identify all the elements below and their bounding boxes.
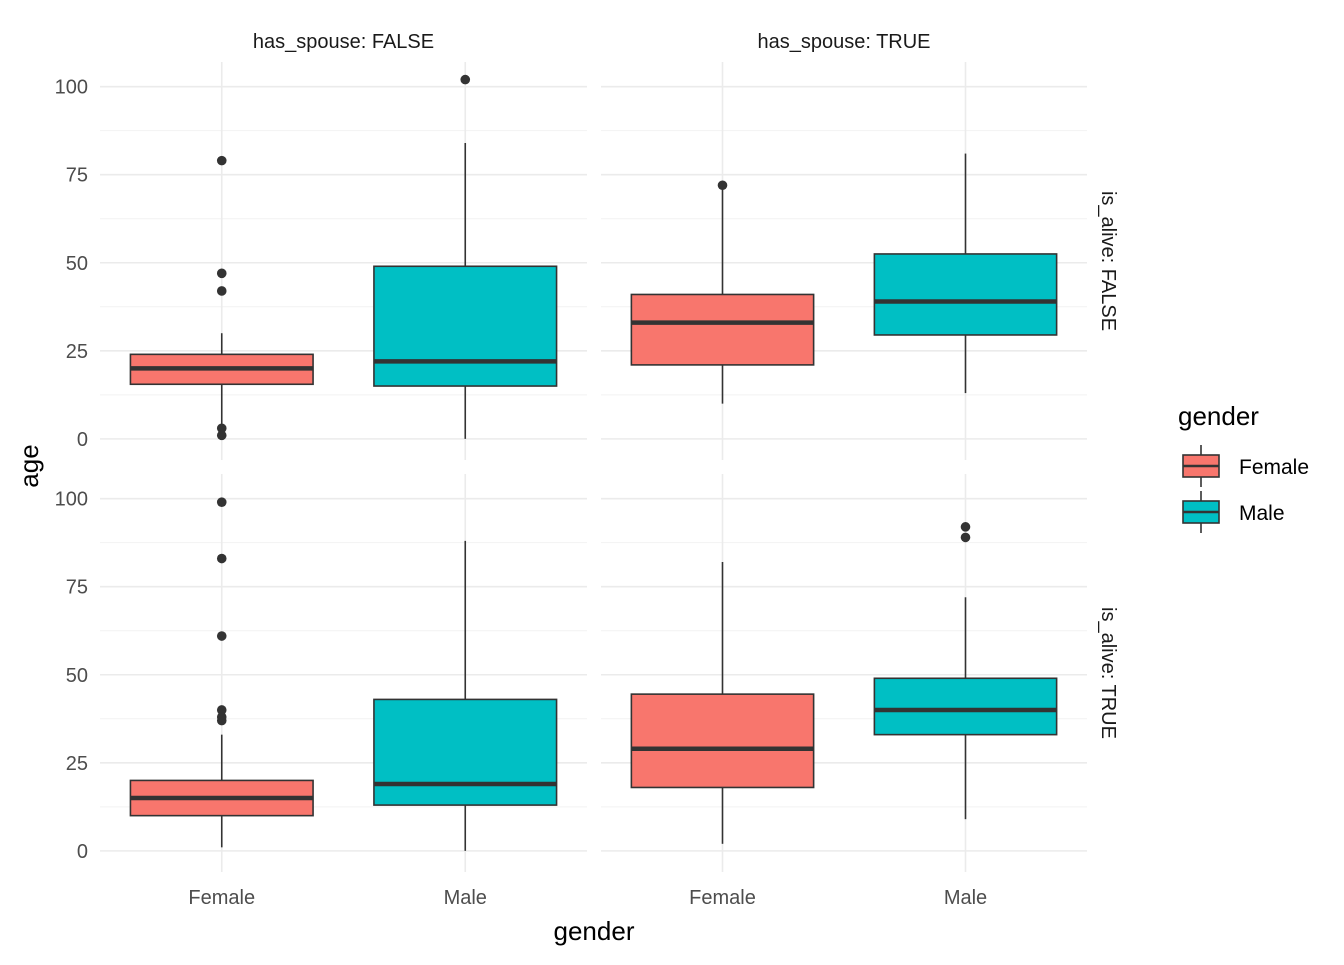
box-iqr xyxy=(630,293,815,366)
x-tick-label: Female xyxy=(188,887,255,909)
facet-column-label: has_spouse: TRUE xyxy=(757,31,930,53)
outlier-point xyxy=(960,522,971,532)
outlier-point xyxy=(216,631,227,641)
grid-layer xyxy=(100,62,1087,872)
box-iqr xyxy=(373,265,558,387)
outlier-point xyxy=(960,532,971,543)
outlier-point xyxy=(216,712,227,722)
outlier-point xyxy=(216,705,227,715)
legend-label: Female xyxy=(1239,456,1309,479)
boxplot-female xyxy=(630,562,815,844)
boxplot-male xyxy=(373,74,558,439)
boxplot-female xyxy=(630,180,815,404)
y-tick-label: 25 xyxy=(66,341,88,363)
x-tick-label: Female xyxy=(689,887,756,909)
x-tick-label: Male xyxy=(944,887,987,909)
y-tick-label: 0 xyxy=(77,429,88,451)
text-layer: gender age gender 0 25 50 75 100 0 25 50 75 100 Fe… xyxy=(14,31,1259,946)
boxplot-male xyxy=(373,540,558,851)
boxplot-female xyxy=(129,155,314,441)
box-iqr xyxy=(630,693,815,789)
x-tick-label: Male xyxy=(444,887,487,909)
outlier-point xyxy=(460,74,471,85)
x-axis-title: gender xyxy=(554,916,635,946)
boxplot-male xyxy=(873,153,1058,394)
y-tick-label: 75 xyxy=(66,165,88,187)
outlier-point xyxy=(216,430,227,441)
outlier-point xyxy=(717,180,728,191)
facet-row-label: is_alive: FALSE xyxy=(1097,191,1119,331)
y-tick-label: 50 xyxy=(66,253,88,275)
y-tick-label: 100 xyxy=(55,489,88,511)
legend-entry-male: Male xyxy=(1182,491,1285,533)
outlier-point xyxy=(216,553,227,564)
y-tick-label: 75 xyxy=(66,577,88,599)
box-iqr xyxy=(873,253,1058,336)
marks-layer xyxy=(129,74,1058,851)
boxplot-female xyxy=(129,497,314,848)
legend-label: Male xyxy=(1239,502,1285,525)
legend: Female Male xyxy=(1182,445,1309,533)
boxplot-male xyxy=(873,522,1058,820)
box-iqr xyxy=(373,698,558,806)
facet-row-label: is_alive: TRUE xyxy=(1097,607,1119,739)
facet-column-label: has_spouse: FALSE xyxy=(253,31,434,53)
box-iqr xyxy=(873,677,1058,736)
outlier-point xyxy=(216,268,227,279)
outlier-point xyxy=(216,155,227,166)
outlier-point xyxy=(216,497,227,507)
outlier-point xyxy=(216,423,227,434)
y-tick-label: 50 xyxy=(66,665,88,687)
y-tick-label: 100 xyxy=(55,77,88,99)
outlier-point xyxy=(216,286,227,296)
y-axis-title: age xyxy=(14,444,44,487)
y-tick-label: 25 xyxy=(66,753,88,775)
legend-entry-female: Female xyxy=(1182,445,1309,487)
legend-title: gender xyxy=(1178,401,1259,431)
y-tick-label: 0 xyxy=(77,841,88,863)
